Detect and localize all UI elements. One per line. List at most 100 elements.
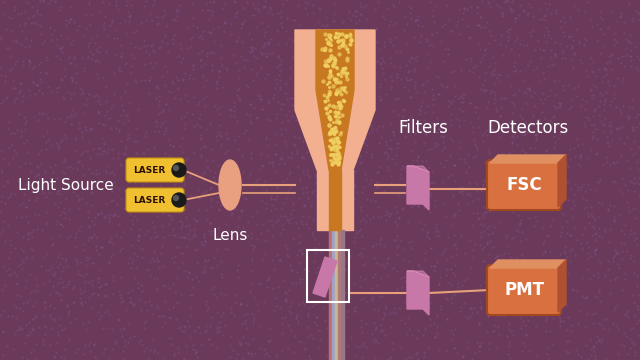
Point (100, 112, 110, 117)
Point (530, 132, 540, 138)
Point (399, 13, 410, 19)
Point (320, 98, 330, 104)
Point (58, 159, 68, 165)
Point (397, 284, 407, 290)
Point (259, 346, 269, 352)
Point (319, 92, 330, 98)
Point (18, 93, 28, 99)
Point (161, 101, 171, 107)
Point (472, 4, 482, 9)
Point (138, 199, 148, 205)
Point (13, 11, 23, 17)
Point (398, 106, 408, 112)
Point (550, 92, 561, 98)
Point (400, 300, 410, 305)
Point (550, 53, 560, 59)
Point (360, 117, 370, 123)
Point (68, 299, 78, 305)
Point (396, 171, 406, 177)
Polygon shape (295, 30, 375, 170)
Point (45, 315, 56, 321)
Point (504, 343, 514, 349)
Point (592, 294, 602, 300)
Point (327, 28, 337, 33)
Point (326, 147, 337, 152)
Point (261, 205, 271, 211)
Point (333, 70, 343, 76)
Point (450, 162, 460, 168)
Point (385, 354, 395, 360)
Point (111, 52, 121, 58)
Point (116, 42, 126, 48)
Point (394, 0, 404, 5)
Point (515, 2, 525, 8)
Point (560, 55, 570, 60)
Point (570, 181, 580, 186)
Point (561, 179, 572, 185)
Point (320, 82, 330, 87)
Point (419, 89, 429, 95)
Point (388, 265, 398, 271)
Point (548, 266, 558, 272)
Point (111, 125, 121, 131)
Point (201, 188, 211, 194)
Point (525, 145, 535, 151)
Point (151, 156, 161, 162)
Point (0, 11, 10, 17)
Point (125, 195, 135, 201)
Point (122, 0, 132, 4)
Point (358, 216, 369, 222)
Point (260, 30, 270, 35)
Point (511, 289, 522, 295)
Point (38, 281, 49, 287)
Point (22, 356, 32, 360)
Point (468, 254, 479, 260)
Point (429, 197, 440, 203)
Point (173, 349, 183, 355)
Point (49, 306, 60, 311)
Point (220, 1, 230, 6)
Point (490, 60, 500, 66)
Point (280, 126, 291, 132)
Point (325, 34, 335, 40)
Point (474, 22, 484, 27)
Point (424, 316, 435, 322)
Point (541, 232, 552, 238)
Point (606, 98, 616, 104)
Point (44, 1, 54, 6)
Point (206, 184, 216, 190)
Point (479, 46, 490, 52)
Point (365, 60, 375, 66)
Point (306, 203, 316, 209)
Point (583, 251, 593, 256)
Point (56, 354, 66, 360)
Point (404, 121, 415, 127)
Point (386, 60, 396, 66)
Point (204, 357, 214, 360)
Point (596, 339, 606, 345)
Point (513, 212, 523, 218)
Point (383, 255, 393, 261)
Point (385, 18, 396, 24)
Point (284, 308, 294, 314)
Point (546, 35, 556, 41)
Point (20, 121, 30, 127)
Point (612, 75, 622, 81)
Point (72, 192, 82, 198)
Point (301, 184, 311, 190)
Point (333, 154, 344, 160)
Point (534, 78, 545, 84)
Circle shape (172, 163, 186, 177)
Point (492, 71, 502, 77)
Point (61, 114, 72, 120)
Point (476, 229, 486, 235)
Point (559, 170, 569, 176)
Point (29, 63, 39, 69)
Point (328, 153, 338, 158)
Point (500, 96, 511, 102)
Point (481, 105, 492, 111)
Point (617, 175, 627, 180)
Point (493, 189, 504, 195)
Point (276, 126, 286, 131)
Point (212, 85, 222, 91)
